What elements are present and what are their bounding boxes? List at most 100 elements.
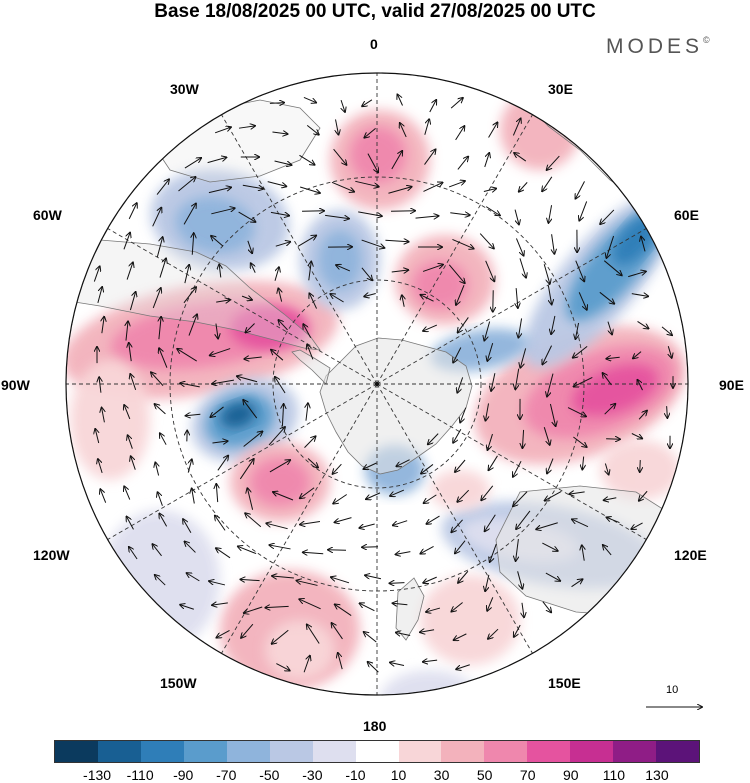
wind-vector <box>516 510 531 529</box>
wind-vector <box>457 377 464 392</box>
wind-vector <box>216 484 217 503</box>
wind-vector <box>547 155 560 170</box>
wind-vector <box>364 632 377 643</box>
colorbar-swatch <box>441 741 485 762</box>
wind-vector <box>126 321 128 341</box>
wind-vector <box>604 404 616 415</box>
wind-vector <box>545 572 560 581</box>
wind-vector <box>364 293 376 296</box>
new-zealand <box>395 577 425 641</box>
wind-vector <box>362 99 373 106</box>
wind-vector <box>207 157 227 164</box>
wind-vector <box>159 348 168 368</box>
wind-vector <box>325 214 349 218</box>
anomaly-patch <box>420 575 520 665</box>
wind-vector <box>542 601 551 613</box>
wind-vector <box>272 132 287 134</box>
wind-vector <box>543 264 550 284</box>
wind-vector <box>515 368 520 390</box>
wind-vector <box>128 203 137 220</box>
wind-vector <box>272 629 289 644</box>
wind-vector <box>423 660 438 662</box>
wind-vector <box>512 119 520 136</box>
wind-vector <box>574 377 593 386</box>
wind-vector <box>309 262 311 281</box>
wind-vector <box>183 204 196 225</box>
wind-vector <box>129 547 138 560</box>
wind-vector <box>607 321 612 335</box>
wind-vector <box>513 491 528 506</box>
wind-vector <box>299 186 320 193</box>
wind-vector <box>426 515 440 524</box>
wind-vector <box>545 491 562 500</box>
wind-vector <box>397 94 403 106</box>
wind-vector <box>638 411 647 420</box>
colorbar-tick-label: -70 <box>216 767 237 783</box>
wind-vector <box>423 183 442 192</box>
antarctic-peninsula <box>291 349 331 385</box>
wind-vector <box>330 294 344 303</box>
wind-vector <box>599 291 614 303</box>
wind-vector <box>307 458 318 468</box>
wind-vector <box>160 433 167 445</box>
wind-vector <box>600 209 615 224</box>
wind-vector <box>522 602 524 617</box>
wind-vector <box>97 287 102 304</box>
wind-vector <box>216 300 230 302</box>
lon-label-90e: 90E <box>719 377 744 393</box>
wind-vector <box>245 323 255 332</box>
wind-vector <box>458 570 469 583</box>
colorbar-swatch <box>398 741 442 762</box>
wind-vector <box>158 492 163 506</box>
wind-vector <box>396 632 411 635</box>
wind-vector <box>276 663 289 671</box>
wind-vector <box>275 242 290 247</box>
wind-vector <box>367 153 378 173</box>
wind-vector <box>455 540 466 554</box>
wind-vector <box>212 441 227 443</box>
wind-vector <box>267 181 287 187</box>
wind-vector <box>185 542 196 553</box>
wind-vector <box>514 209 519 225</box>
wind-vector <box>129 292 135 311</box>
wind-vector <box>631 522 643 529</box>
wind-vector <box>102 317 104 334</box>
wind-vector <box>637 380 643 391</box>
wind-vector <box>420 295 434 302</box>
wind-vector <box>331 181 354 191</box>
wind-vector <box>159 317 161 340</box>
wind-vector <box>402 295 404 307</box>
colorbar-tick-label: 10 <box>390 767 407 783</box>
wind-vector <box>209 581 226 586</box>
wind-vector <box>244 606 263 613</box>
wind-vector <box>238 211 256 222</box>
wind-vector <box>633 351 642 359</box>
wind-vector <box>215 516 226 531</box>
wind-vector <box>455 459 466 472</box>
wind-vector <box>603 545 612 556</box>
wind-vector <box>208 187 231 194</box>
wind-vector <box>485 403 488 420</box>
lon-label-30w: 30W <box>170 81 199 97</box>
wind-vector <box>571 579 583 588</box>
wind-vector <box>573 345 588 357</box>
wind-vector <box>604 498 617 500</box>
wind-vector <box>364 127 376 137</box>
colorbar-swatch <box>312 741 356 762</box>
colorbar-tick-label: -90 <box>173 767 194 783</box>
wind-vector <box>605 463 608 475</box>
anomaly-patch <box>318 230 362 290</box>
wind-vector <box>237 376 258 383</box>
wind-vector <box>184 158 201 169</box>
meridian-line <box>376 228 647 385</box>
wind-vector <box>606 235 615 258</box>
wind-vector <box>424 119 429 135</box>
wind-vector <box>567 407 586 417</box>
wind-vector <box>266 523 288 530</box>
wind-vector <box>628 271 646 278</box>
wind-vector <box>575 181 585 198</box>
wind-vector <box>156 237 162 257</box>
wind-vector <box>516 288 518 308</box>
graticule <box>66 73 688 695</box>
wind-vector <box>211 208 234 215</box>
